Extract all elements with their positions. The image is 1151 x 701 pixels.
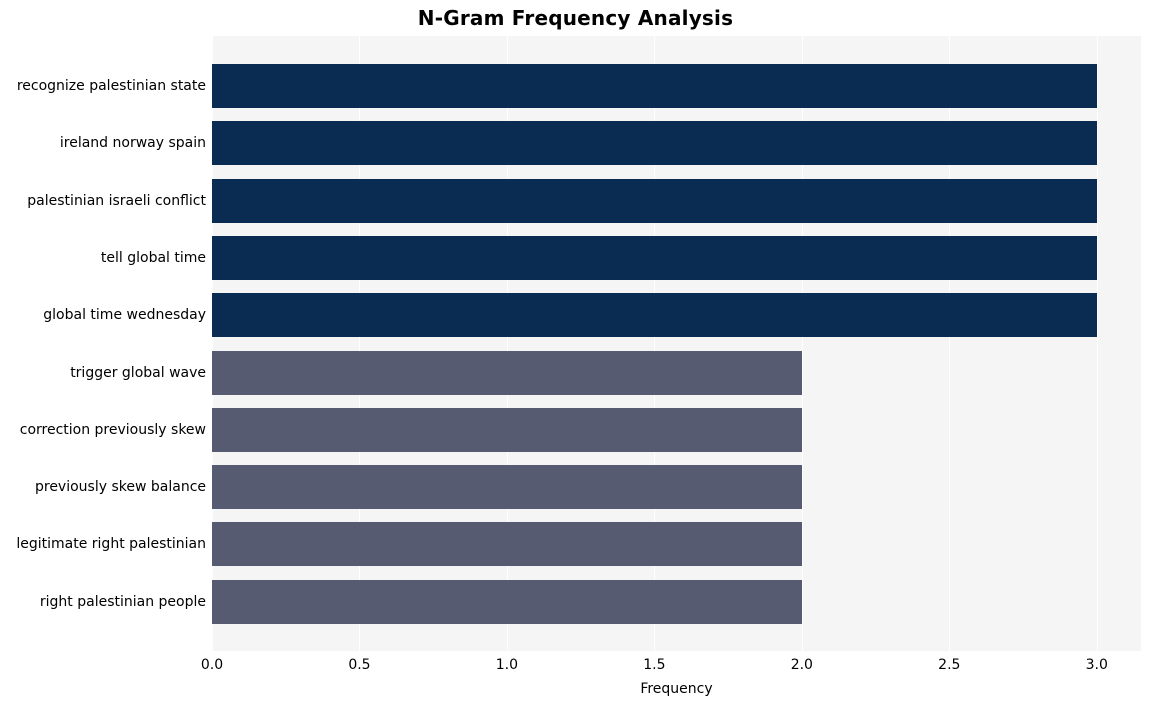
bar <box>212 351 802 395</box>
bar <box>212 408 802 452</box>
y-axis-label: global time wednesday <box>6 307 206 323</box>
x-axis-title: Frequency <box>212 681 1141 697</box>
chart-container: N-Gram Frequency Analysis recognize pale… <box>0 0 1151 701</box>
y-axis-label: right palestinian people <box>6 594 206 610</box>
y-axis-label: palestinian israeli conflict <box>6 193 206 209</box>
x-axis-tick: 1.0 <box>496 657 518 673</box>
y-axis-label: legitimate right palestinian <box>6 536 206 552</box>
bar <box>212 522 802 566</box>
bar <box>212 465 802 509</box>
y-axis-label: recognize palestinian state <box>6 78 206 94</box>
chart-title: N-Gram Frequency Analysis <box>0 6 1151 30</box>
y-axis-label: ireland norway spain <box>6 135 206 151</box>
bar <box>212 64 1097 108</box>
x-axis-tick: 2.0 <box>791 657 813 673</box>
bar <box>212 179 1097 223</box>
y-axis-label: correction previously skew <box>6 422 206 438</box>
bar <box>212 293 1097 337</box>
y-axis-label: trigger global wave <box>6 365 206 381</box>
bar <box>212 121 1097 165</box>
x-axis-tick: 3.0 <box>1086 657 1108 673</box>
x-axis-tick: 1.5 <box>643 657 665 673</box>
x-axis-tick: 0.5 <box>348 657 370 673</box>
y-axis-label: previously skew balance <box>6 479 206 495</box>
bar <box>212 580 802 624</box>
plot-area: recognize palestinian stateireland norwa… <box>212 36 1141 651</box>
x-axis-tick: 2.5 <box>938 657 960 673</box>
x-axis-tick: 0.0 <box>201 657 223 673</box>
bar <box>212 236 1097 280</box>
gridline <box>1097 36 1098 651</box>
y-axis-label: tell global time <box>6 250 206 266</box>
